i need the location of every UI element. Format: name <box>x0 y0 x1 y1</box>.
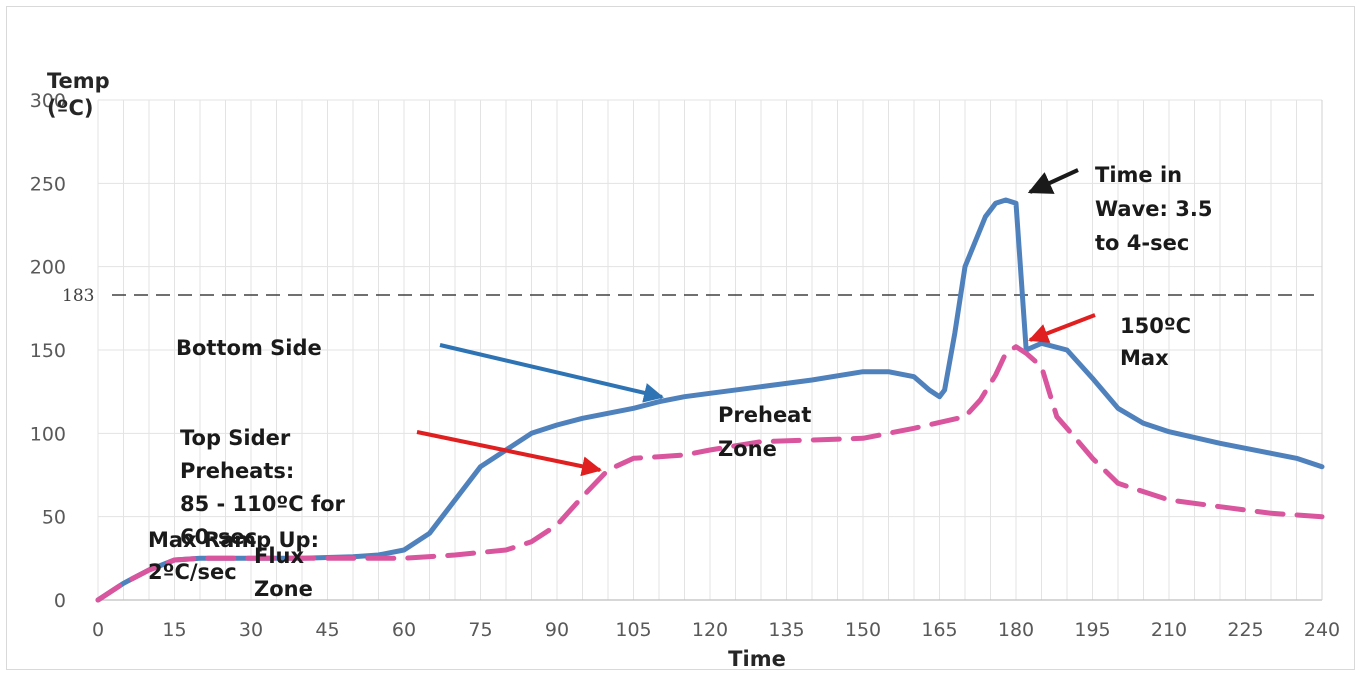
annotation-line: 60-sec <box>180 525 257 549</box>
annotation-text: Time in Wave: 3.5 to 4-sec <box>1095 163 1212 255</box>
x-axis-title: Time <box>728 647 786 671</box>
series-lines <box>95 197 1325 603</box>
annotation-line: 150ºC <box>1120 314 1191 338</box>
annotation-text: Top Sider Preheats: 85 - 110ºC for 60-sec <box>180 426 346 549</box>
annotation-line: Top Sider <box>180 426 291 450</box>
annotation-text: Bottom Side <box>176 336 322 360</box>
y-tick-label: 0 <box>54 590 66 612</box>
annotations: Time in Wave: 3.5 to 4-sec 150ºC Max Bottom S… <box>148 163 1212 601</box>
x-tick-label: 120 <box>692 619 728 641</box>
x-tick-label: 30 <box>239 619 263 641</box>
annotation-text: 150ºC Max <box>1120 314 1191 370</box>
annotation-line: Bottom Side <box>176 336 322 360</box>
y-tick-label: 300 <box>30 90 66 112</box>
chart-frame <box>6 6 1355 670</box>
series-line-top-side <box>95 344 1325 603</box>
series-line-bottom-side <box>95 197 1325 603</box>
y-tick-label: 50 <box>42 507 66 529</box>
annotation-line: Max Ramp Up: <box>148 528 319 552</box>
annotation-line: 2ºC/sec <box>148 560 237 584</box>
annotation-arrows <box>416 168 1096 477</box>
arrow-bottom-side <box>439 343 664 403</box>
annotation-line: Preheat <box>718 403 811 427</box>
x-tick-label: 180 <box>998 619 1034 641</box>
annotation-line: to 4-sec <box>1095 231 1189 255</box>
x-tick-label: 60 <box>392 619 416 641</box>
y-tick-label: 200 <box>30 257 66 279</box>
x-tick-label: 75 <box>468 619 492 641</box>
annotation-line: Wave: 3.5 <box>1095 197 1212 221</box>
x-tick-label: 45 <box>315 619 339 641</box>
annotation-line: 85 - 110ºC for <box>180 492 346 516</box>
annotation-line: Time in <box>1095 163 1182 187</box>
x-tick-label: 105 <box>615 619 651 641</box>
annotation-line: Max <box>1120 346 1169 370</box>
x-tick-label: 0 <box>92 619 104 641</box>
reference-line-183: 183 <box>62 286 1322 306</box>
y-tick-label: 100 <box>30 423 66 445</box>
x-tick-label: 195 <box>1074 619 1110 641</box>
x-tick-label: 150 <box>845 619 881 641</box>
x-tick-label: 90 <box>545 619 569 641</box>
y-axis-title: Temp (ºC) <box>47 69 117 120</box>
annotation-line: Zone <box>718 437 777 461</box>
arrow-time-in-wave <box>1027 168 1079 194</box>
annotation-text: Flux Zone <box>254 544 313 601</box>
x-tick-label: 240 <box>1304 619 1340 641</box>
annotation-text: Max Ramp Up: 2ºC/sec <box>148 528 319 584</box>
annotation-text: Preheat Zone <box>718 403 811 461</box>
y-tick-label: 250 <box>30 173 66 195</box>
reference-line-label: 183 <box>62 286 94 306</box>
x-tick-label: 135 <box>768 619 804 641</box>
arrow-top-side <box>416 430 602 477</box>
tick-labels: 0 15 30 45 60 75 90 105 120 135 150 165 180 195 210 225… <box>30 90 1340 641</box>
arrow-150c-max <box>1028 313 1096 343</box>
x-tick-label: 210 <box>1151 619 1187 641</box>
x-tick-label: 15 <box>162 619 186 641</box>
x-tick-label: 225 <box>1227 619 1263 641</box>
x-tick-label: 165 <box>921 619 957 641</box>
annotation-line: Preheats: <box>180 459 294 483</box>
y-tick-label: 150 <box>30 340 66 362</box>
annotation-line: Zone <box>254 577 313 601</box>
annotation-line: Flux <box>254 544 304 568</box>
